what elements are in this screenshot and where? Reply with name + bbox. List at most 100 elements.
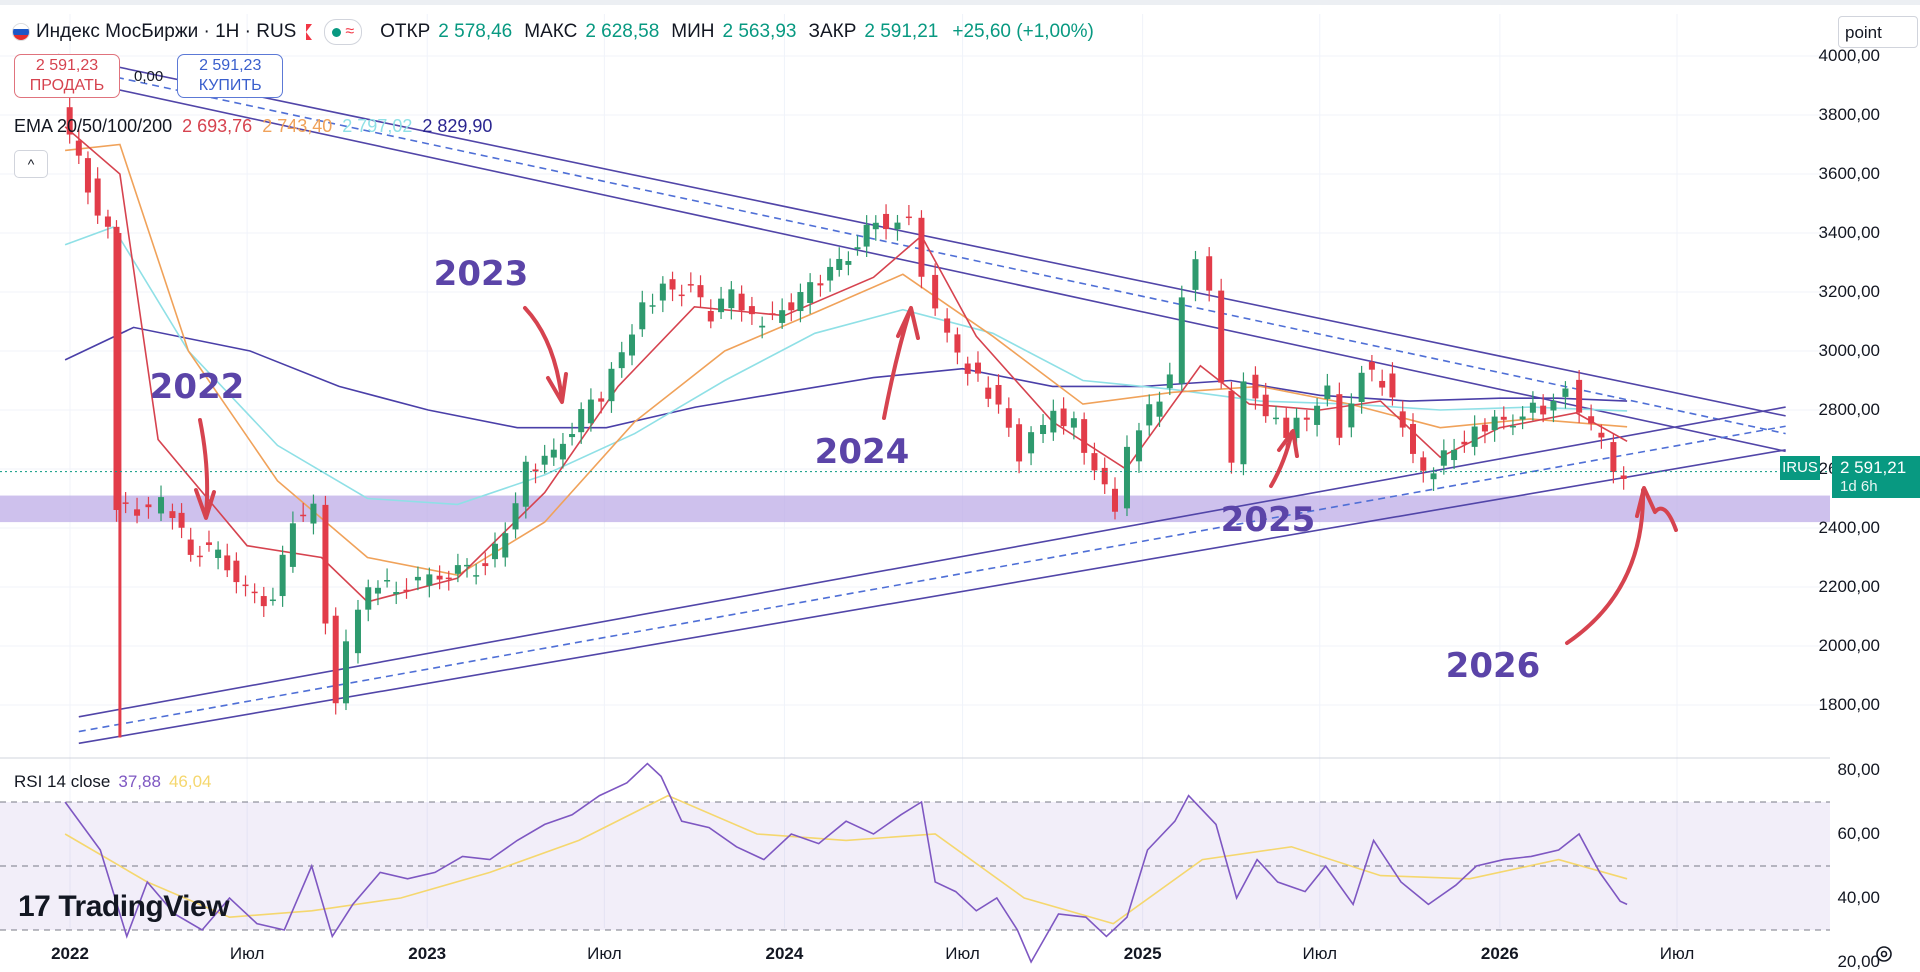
candle-body [491, 543, 498, 560]
candle-body [728, 289, 735, 309]
year-annotation-2023: 2023 [433, 254, 529, 294]
candle-body [1303, 417, 1310, 420]
candle-body [512, 503, 519, 530]
candle-body [342, 641, 349, 704]
last-price-tag: 2 591,21 1d 6h [1832, 456, 1920, 498]
candle-body [883, 213, 890, 230]
symbol-header: Индекс МосБиржи · 1H · RUS ≈ ОТКР 2 578,4… [12, 18, 1094, 46]
candle-body [807, 282, 814, 303]
price-tick-label: 3400,00 [1818, 223, 1880, 242]
russia-flag-icon [12, 23, 30, 41]
candle-body [384, 579, 391, 582]
candle-body [1081, 419, 1088, 453]
wave-icon: ≈ [345, 23, 355, 40]
buy-button[interactable]: 2 591,23 КУПИТЬ [177, 54, 284, 98]
price-tick-label: 4000,00 [1818, 46, 1880, 65]
candle-body [669, 279, 676, 290]
arrow-2024 [882, 306, 920, 420]
candle-body [1348, 403, 1355, 428]
candle-body [414, 576, 421, 581]
candle-body [769, 313, 776, 315]
gear-icon[interactable] [1874, 944, 1894, 964]
candle-body [332, 615, 339, 704]
time-tick-label: Июл [587, 944, 622, 963]
candle-body [995, 384, 1002, 405]
candle-body [1430, 473, 1437, 480]
trendline-solid [78, 406, 1786, 718]
candle-body [1005, 408, 1012, 428]
candle-body [1562, 388, 1569, 397]
rsi-value: 37,88 [118, 772, 161, 791]
candle-body [113, 226, 120, 511]
green-dot-icon [332, 27, 342, 37]
candle-body [707, 310, 714, 322]
candle-body [374, 587, 381, 594]
candle-body [1228, 390, 1235, 463]
candle-body [242, 584, 249, 587]
candle-body [863, 224, 870, 247]
price-tick-label: 2000,00 [1818, 636, 1880, 655]
rsi-ma-line [64, 794, 1628, 925]
candle-body [1519, 416, 1526, 420]
scale-mode-field[interactable]: point [1838, 16, 1918, 48]
candle-body [1481, 424, 1488, 432]
ema20-line [64, 126, 1628, 603]
candle-body [1420, 457, 1427, 471]
red-flag-icon[interactable] [306, 24, 313, 40]
candle-body [817, 283, 824, 286]
top-edge [0, 0, 1920, 5]
candle-body [1252, 374, 1259, 399]
candle-body [196, 555, 203, 558]
candle-body [1070, 418, 1077, 428]
candle-body [134, 509, 141, 516]
candle-body [905, 216, 912, 219]
candle-body [233, 560, 240, 583]
candle-body [649, 305, 656, 307]
candle-body [1293, 417, 1300, 438]
candle-body [1016, 424, 1023, 462]
candle-body [502, 533, 509, 558]
candle-body [598, 398, 605, 402]
candle-body [104, 216, 111, 227]
candle-body [559, 443, 566, 460]
ema200-line [64, 326, 1628, 429]
last-price: 2 591,21 [1840, 458, 1907, 477]
candle-body [84, 158, 91, 193]
candle-body [759, 325, 766, 328]
high-value: 2 628,58 [585, 21, 660, 42]
sell-button[interactable]: 2 591,23 ПРОДАТЬ [14, 54, 120, 98]
candle-body [310, 503, 317, 524]
candle-body [932, 274, 939, 309]
trendline-solid [78, 449, 1786, 745]
price-tick-label: 2400,00 [1818, 518, 1880, 537]
candle-body [205, 542, 212, 545]
market-status-pill[interactable]: ≈ [324, 19, 363, 45]
candle-body [1178, 297, 1185, 384]
trendline-dashed [58, 64, 1786, 435]
ema-legend[interactable]: EMA 20/50/100/200 2 693,76 2 743,40 2 797,0… [14, 116, 502, 137]
close-label: ЗАКР [808, 21, 857, 42]
candle-body [169, 511, 176, 519]
chevron-up-icon: ^ [27, 156, 35, 172]
arrow-2022 [194, 418, 216, 520]
candle-body [964, 363, 971, 374]
candle-body [187, 539, 194, 555]
symbol-title[interactable]: Индекс МосБиржи · 1H · RUS [36, 21, 297, 42]
rsi-legend[interactable]: RSI 14 close 37,88 46,04 [14, 772, 219, 792]
candle-body [944, 318, 951, 333]
candle-body [659, 283, 666, 301]
bar-countdown: 1d 6h [1840, 478, 1878, 495]
candle-body [393, 592, 400, 595]
candle-body [269, 599, 276, 602]
candle-body [260, 596, 267, 607]
collapse-legend-button[interactable]: ^ [14, 150, 48, 178]
candle-body [578, 409, 585, 433]
tradingview-logo[interactable]: 17 TradingView [18, 890, 230, 924]
candle-body [426, 574, 433, 586]
candle-body [827, 266, 834, 281]
rsi-ma-value: 46,04 [168, 772, 212, 791]
candle-body [1368, 361, 1375, 370]
buy-label: КУПИТЬ [198, 77, 262, 94]
change-value: +25,60 (+1,00%) [952, 21, 1094, 42]
